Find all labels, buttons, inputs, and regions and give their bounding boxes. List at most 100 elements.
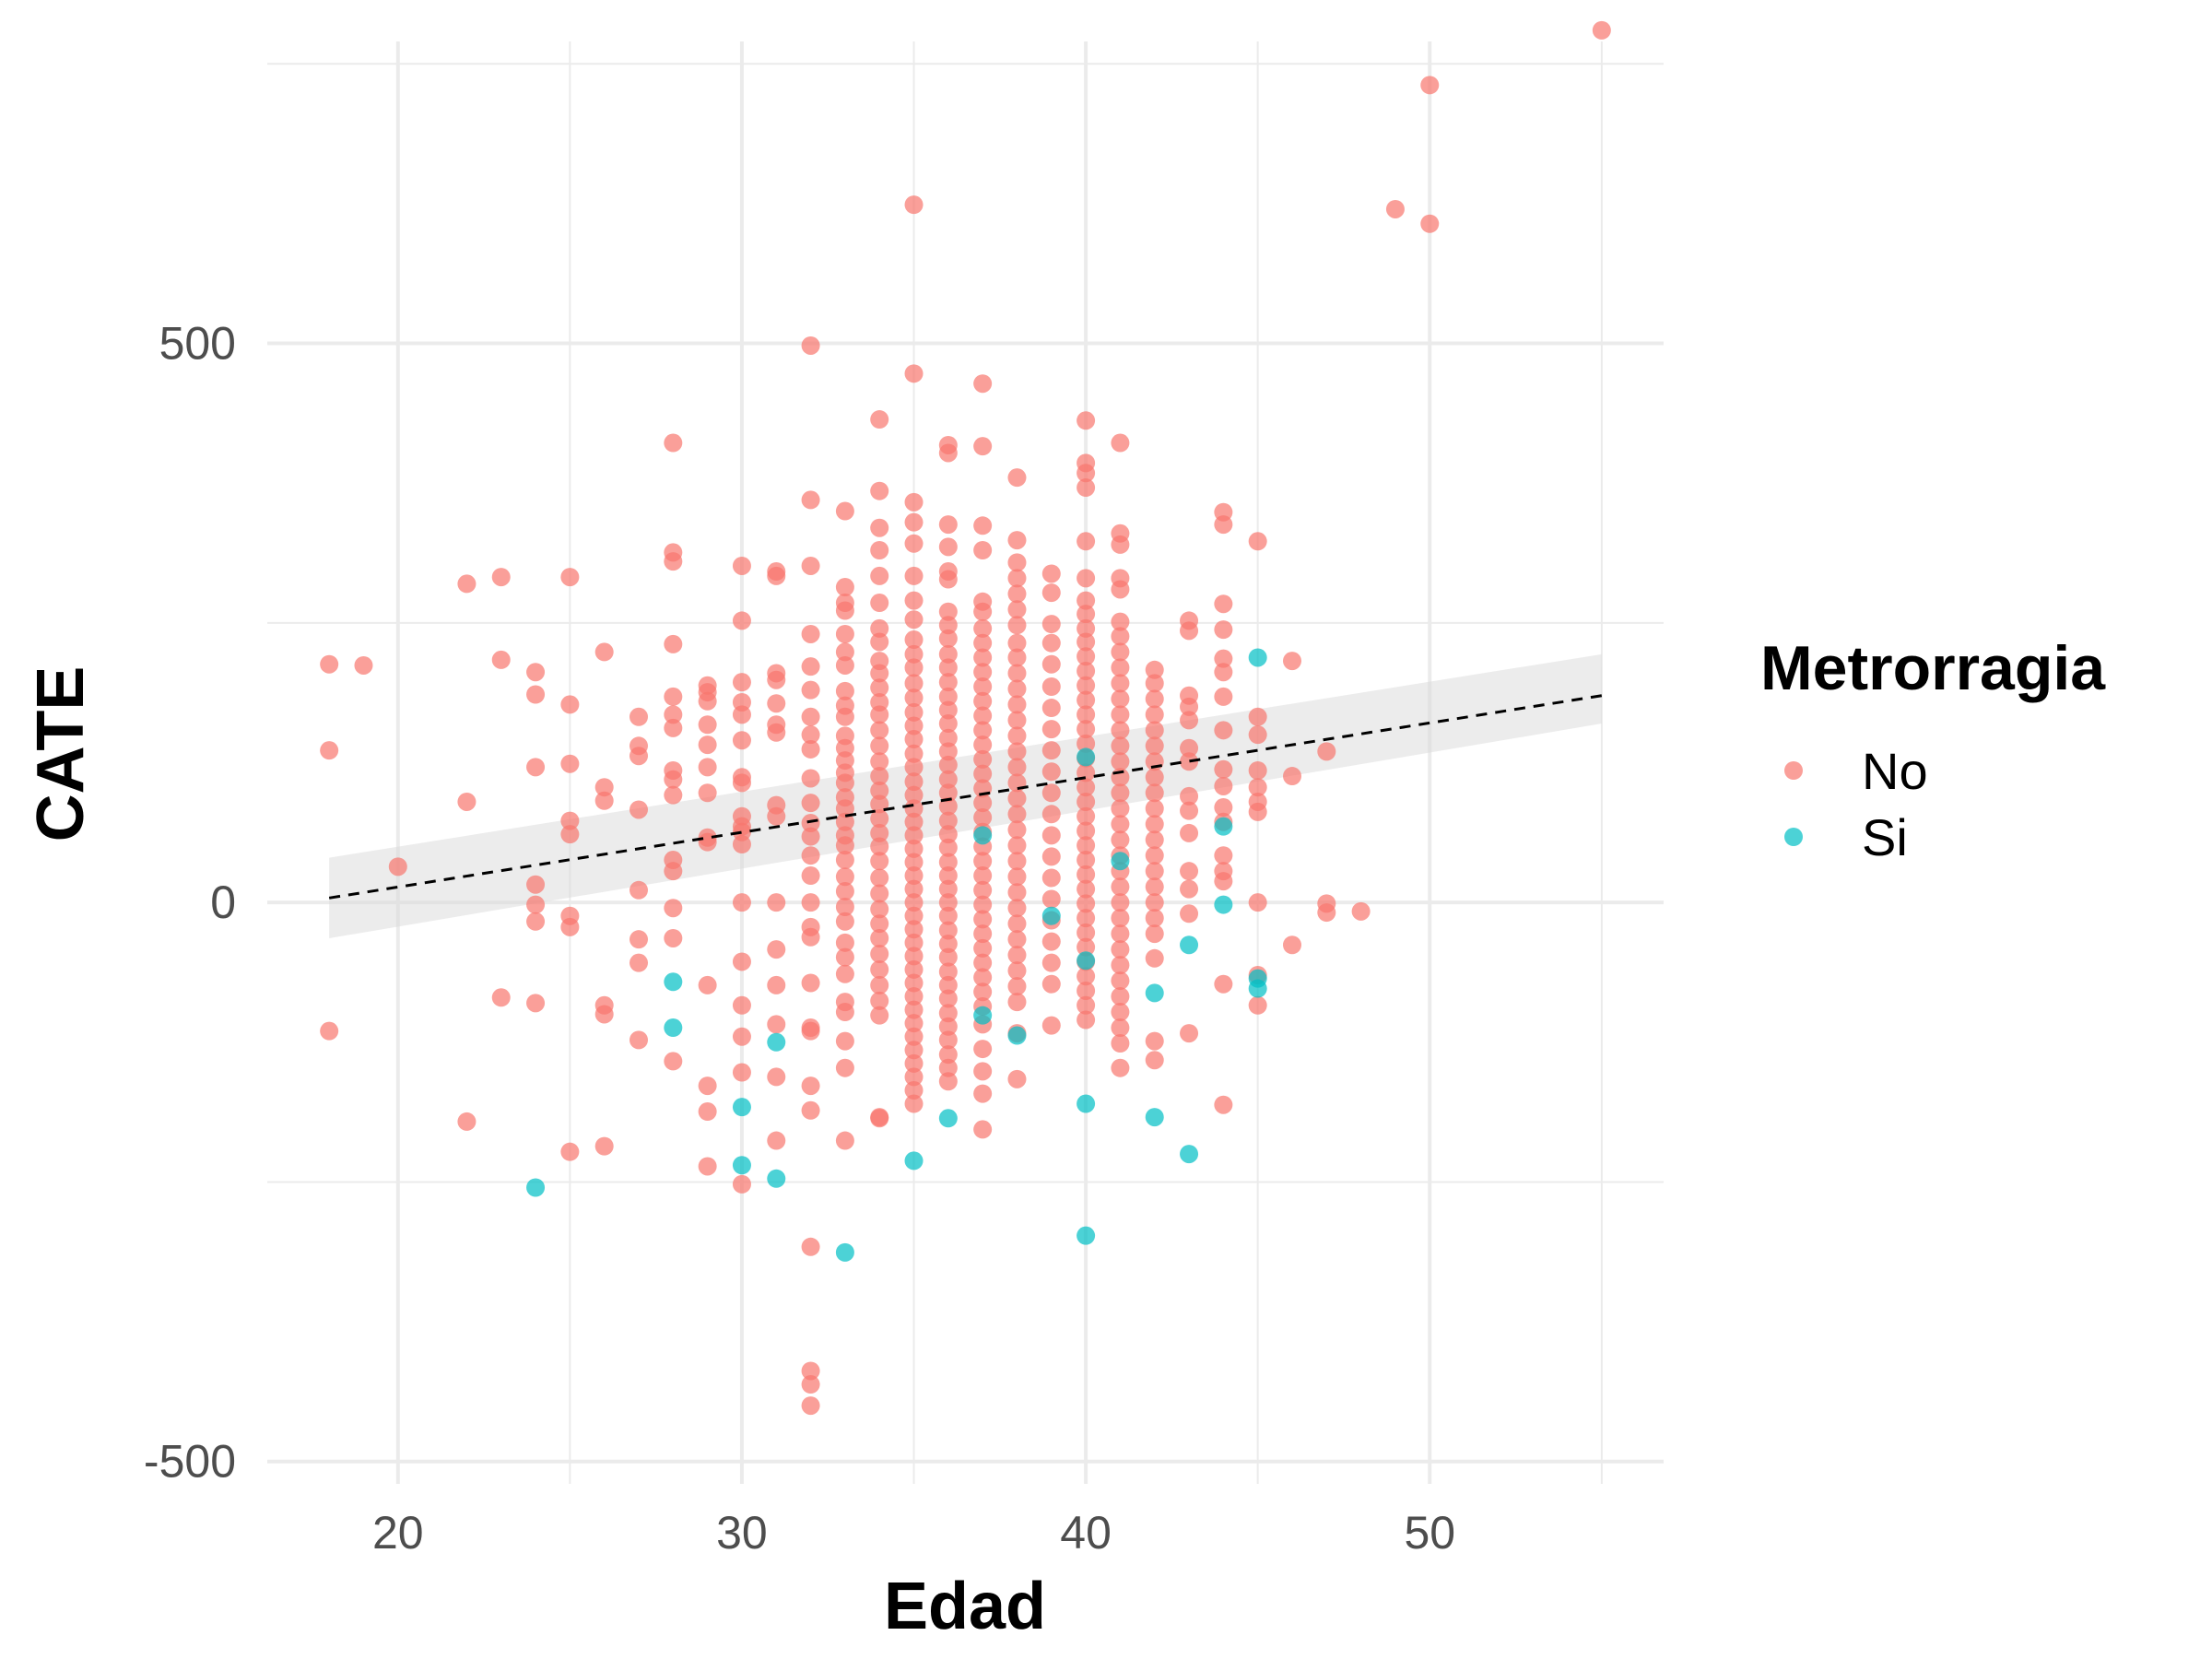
point-no — [973, 721, 993, 740]
point-no — [698, 758, 717, 777]
point-no — [1077, 690, 1096, 710]
point-no — [904, 973, 924, 993]
point-no — [1077, 909, 1096, 928]
point-no — [1111, 971, 1130, 991]
point-no — [320, 654, 339, 674]
point-no — [1077, 676, 1096, 695]
point-no — [870, 736, 889, 756]
point-no — [767, 1131, 786, 1150]
point-no — [904, 826, 924, 845]
point-no — [1007, 633, 1027, 653]
point-no — [1077, 894, 1096, 913]
point-no — [835, 1058, 854, 1077]
point-no — [801, 927, 820, 947]
point-no — [1111, 1058, 1130, 1077]
point-no — [526, 685, 546, 704]
point-no — [938, 879, 958, 899]
point-no — [904, 512, 924, 532]
point-no — [904, 1094, 924, 1113]
point-no — [1282, 935, 1301, 955]
point-no — [1077, 851, 1096, 870]
point-no — [801, 1021, 820, 1041]
point-no — [1180, 1024, 1199, 1043]
point-no — [904, 758, 924, 777]
point-no — [1145, 799, 1164, 818]
point-no — [904, 947, 924, 966]
point-no — [973, 910, 993, 929]
point-no — [664, 770, 683, 789]
point-no — [904, 893, 924, 912]
point-no — [904, 772, 924, 792]
point-no — [904, 1067, 924, 1087]
point-no — [698, 1157, 717, 1176]
point-no — [801, 846, 820, 865]
point-si — [1145, 1108, 1164, 1127]
point-no — [973, 982, 993, 1002]
point-no — [1007, 758, 1027, 777]
point-no — [870, 1006, 889, 1025]
point-no — [732, 1027, 751, 1046]
point-no — [973, 866, 993, 886]
point-no — [1007, 695, 1027, 714]
point-no — [1282, 652, 1301, 671]
point-no — [1145, 877, 1164, 897]
point-no — [1111, 752, 1130, 771]
point-no — [938, 443, 958, 463]
point-no — [973, 618, 993, 638]
point-no — [938, 700, 958, 720]
point-no — [1180, 904, 1199, 924]
point-no — [801, 866, 820, 886]
point-no — [904, 933, 924, 952]
point-no — [1214, 663, 1233, 682]
point-no — [938, 770, 958, 789]
point-no — [1145, 815, 1164, 834]
point-si — [938, 1109, 958, 1128]
point-no — [1214, 687, 1233, 706]
point-no — [904, 566, 924, 585]
point-no — [1111, 815, 1130, 834]
x-tick-label: 30 — [716, 1507, 768, 1559]
point-no — [835, 964, 854, 983]
point-no — [835, 933, 854, 952]
point-no — [457, 1112, 477, 1131]
point-no — [629, 880, 649, 900]
point-no — [1214, 594, 1233, 614]
point-no — [870, 914, 889, 934]
point-no — [938, 515, 958, 535]
point-no — [870, 767, 889, 786]
point-no — [1041, 805, 1061, 824]
point-no — [1007, 468, 1027, 488]
point-no — [1111, 580, 1130, 599]
point-no — [1077, 464, 1096, 483]
point-no — [938, 1045, 958, 1065]
point-no — [594, 791, 614, 810]
point-no — [1007, 820, 1027, 840]
point-no — [801, 1361, 820, 1381]
legend-label-si: Si — [1862, 808, 1908, 866]
point-no — [594, 642, 614, 662]
point-no — [664, 552, 683, 571]
point-no — [1077, 778, 1096, 797]
point-no — [1041, 699, 1061, 718]
point-no — [973, 807, 993, 827]
point-no — [904, 195, 924, 215]
point-no — [354, 655, 373, 675]
point-no — [664, 862, 683, 881]
point-no — [629, 707, 649, 726]
point-no — [835, 812, 854, 831]
point-no — [1041, 1016, 1061, 1035]
point-no — [835, 501, 854, 521]
legend: Metrorragia No Si — [1760, 633, 2106, 866]
point-no — [1077, 981, 1096, 1000]
point-no — [870, 678, 889, 698]
point-no — [560, 568, 580, 587]
point-no — [870, 781, 889, 800]
point-no — [526, 663, 546, 682]
point-no — [594, 778, 614, 797]
point-no — [973, 602, 993, 621]
point-no — [801, 1396, 820, 1416]
point-no — [904, 658, 924, 677]
point-no — [732, 995, 751, 1015]
point-no — [732, 556, 751, 575]
